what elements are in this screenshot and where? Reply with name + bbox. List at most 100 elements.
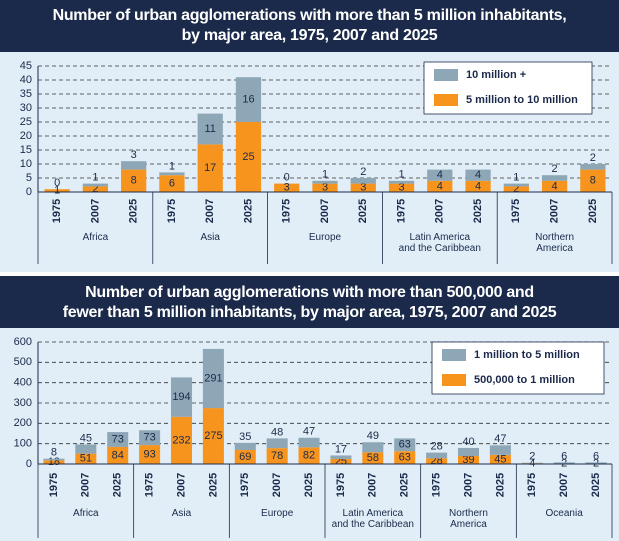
value-label: 3 (131, 149, 137, 161)
bar (159, 175, 185, 192)
value-label: 291 (204, 372, 222, 384)
group-label: Europe (261, 508, 294, 519)
bar (465, 169, 491, 181)
bar (82, 183, 109, 187)
bar (298, 437, 320, 448)
bar (197, 144, 223, 192)
group-label: Northern America (535, 232, 575, 254)
x-tick-label: 2025 (472, 199, 484, 223)
bar (503, 186, 529, 192)
value-label: 8 (51, 447, 57, 459)
y-tick-label: 15 (20, 144, 32, 156)
legend-swatch (434, 69, 458, 81)
separator (0, 272, 619, 276)
y-tick-label: 35 (20, 88, 32, 100)
value-label: 2 (92, 183, 98, 195)
bar (234, 449, 256, 464)
value-label: 8 (131, 175, 137, 187)
bar (197, 113, 223, 145)
x-tick-label: 2025 (399, 473, 411, 497)
bar (362, 442, 384, 453)
x-tick-label: 1975 (239, 473, 251, 497)
value-label: 4 (475, 180, 481, 192)
bar (553, 462, 575, 464)
group-label: Europe (308, 232, 342, 243)
legend-label: 1 million to 5 million (474, 349, 580, 361)
bar (394, 451, 416, 464)
bar (457, 456, 480, 464)
x-tick-label: 2007 (549, 199, 561, 223)
bar (489, 454, 511, 464)
x-tick-label: 2025 (494, 473, 506, 497)
bar (388, 180, 415, 184)
x-tick-label: 2025 (207, 473, 219, 497)
value-label: 1 (398, 169, 404, 181)
value-label: 1 (513, 172, 519, 184)
value-label: 78 (271, 450, 283, 462)
value-label: 47 (303, 426, 315, 438)
bar (234, 442, 256, 450)
x-tick-label: 2025 (112, 473, 124, 497)
y-tick-label: 45 (20, 60, 32, 72)
bar (394, 438, 416, 452)
value-label: 4 (437, 180, 443, 192)
value-label: 84 (112, 449, 124, 461)
x-tick-label: 2007 (175, 473, 187, 497)
y-tick-label: 20 (20, 130, 32, 142)
y-tick-label: 0 (26, 458, 32, 470)
value-label: 11 (204, 123, 215, 135)
bar (43, 460, 65, 464)
y-tick-label: 0 (26, 186, 32, 198)
value-label: 4 (529, 457, 535, 469)
bar (170, 377, 193, 417)
bar (427, 180, 453, 192)
y-tick-label: 200 (14, 417, 32, 429)
value-label: 16 (242, 94, 254, 106)
value-label: 73 (143, 432, 155, 444)
legend-label: 500,000 to 1 million (474, 374, 575, 386)
value-label: 49 (367, 430, 379, 442)
x-tick-label: 1975 (281, 199, 293, 223)
bar (489, 445, 511, 455)
bar (312, 183, 338, 192)
bar (274, 183, 300, 192)
value-label: 17 (204, 162, 216, 174)
value-label: 232 (172, 434, 190, 446)
header-band (0, 0, 619, 52)
legend-swatch (434, 94, 458, 106)
y-tick-label: 25 (20, 116, 32, 128)
group-label: Latin America and the Caribbean (398, 232, 481, 254)
x-tick-label: 1975 (335, 473, 347, 497)
bar (541, 175, 568, 181)
bar (82, 186, 109, 192)
value-label: 0 (284, 172, 290, 184)
value-label: 1 (322, 169, 328, 181)
bar (170, 416, 193, 464)
value-label: 40 (462, 436, 474, 448)
value-label: 6 (561, 450, 567, 462)
bar (75, 444, 97, 454)
group-label: Oceania (545, 508, 583, 519)
value-label: 2 (513, 183, 519, 195)
value-label: 45 (80, 432, 92, 444)
bar (585, 462, 607, 464)
value-label: 275 (204, 430, 222, 442)
legend-swatch (442, 374, 466, 386)
bar (266, 448, 288, 464)
x-tick-label: 2007 (89, 199, 101, 223)
x-tick-label: 1975 (431, 473, 443, 497)
bar (580, 169, 606, 192)
value-label: 3 (322, 182, 328, 194)
y-tick-label: 30 (20, 102, 32, 114)
value-label: 3 (360, 182, 366, 194)
bar (426, 452, 448, 459)
bar (159, 172, 185, 176)
value-label: 2 (529, 451, 535, 463)
x-tick-label: 1975 (166, 199, 178, 223)
x-tick-label: 2025 (590, 473, 602, 497)
value-label: 6 (169, 178, 175, 190)
header-band (0, 276, 619, 328)
bar (235, 77, 262, 122)
value-label: 28 (430, 441, 442, 453)
